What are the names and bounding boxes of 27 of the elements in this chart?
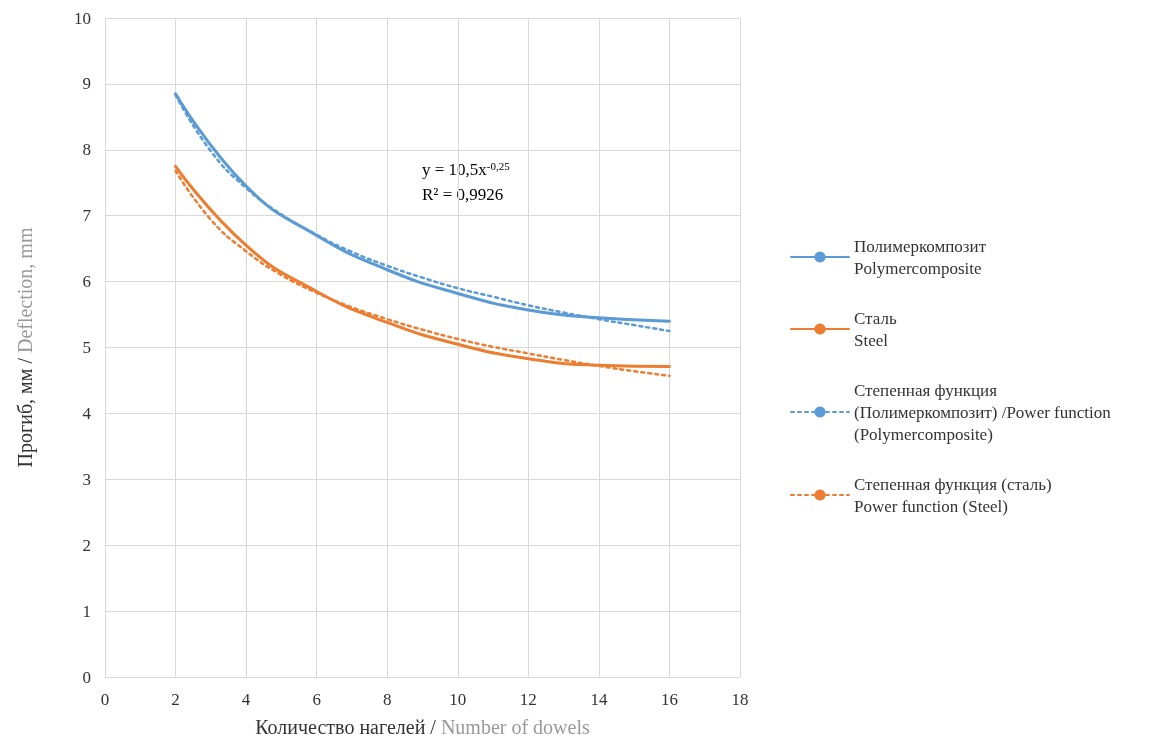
y-tick-label: 0 <box>82 667 91 687</box>
legend-label: Степенная функция (сталь) Power function (Steel) <box>854 474 1052 516</box>
y-tick-label: 4 <box>82 403 92 423</box>
y-tick-label: 9 <box>82 74 91 94</box>
x-tick-label: 14 <box>590 690 608 709</box>
y-tick-label: 2 <box>82 535 91 555</box>
x-axis-title: Количество нагелей / Number of dowels <box>255 716 590 738</box>
x-tick-label: 16 <box>660 690 678 709</box>
y-tick-label: 5 <box>82 338 91 357</box>
y-tick-label: 7 <box>82 206 92 226</box>
x-tick-label: 12 <box>519 690 537 709</box>
legend-label: Сталь Steel <box>854 308 897 350</box>
x-tick-label: 0 <box>100 690 110 709</box>
x-tick-label: 8 <box>382 690 392 709</box>
x-tick-label: 4 <box>241 690 251 709</box>
y-tick-label: 6 <box>82 272 91 292</box>
legend-label: Степенная функция (Полимеркомпозит) /Power function (Polymercomposite) <box>854 380 1112 444</box>
y-tick-label: 10 <box>74 8 91 28</box>
x-tick-label: 6 <box>312 690 321 709</box>
y-tick-label: 8 <box>82 140 91 160</box>
x-tick-label: 10 <box>449 690 467 709</box>
y-tick-label: 1 <box>82 601 91 621</box>
y-axis-title: Прогиб, мм / Deflection, mm <box>14 227 37 468</box>
y-tick-label: 3 <box>82 469 91 489</box>
x-tick-label: 2 <box>171 690 180 709</box>
x-tick-label: 18 <box>731 690 749 709</box>
legend-label: Полимеркомпозит Polymercomposite <box>854 236 987 278</box>
